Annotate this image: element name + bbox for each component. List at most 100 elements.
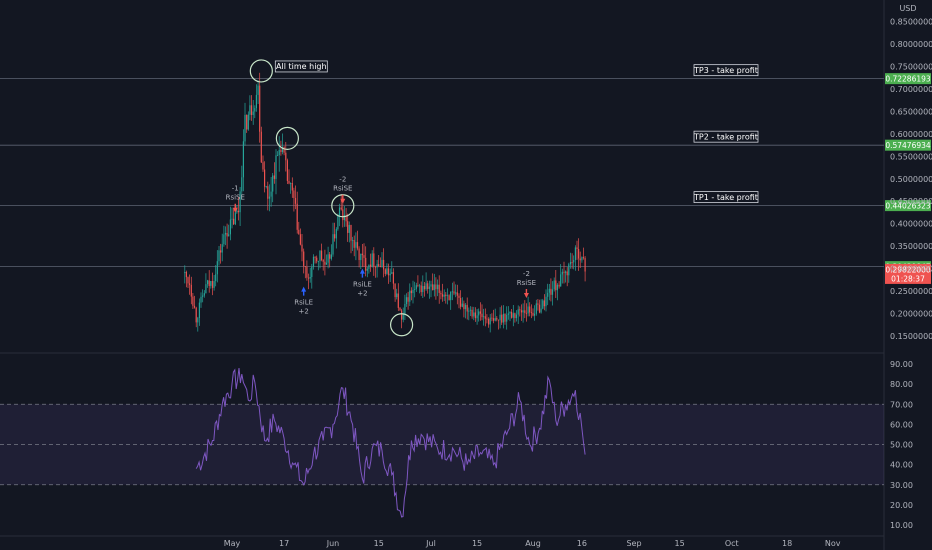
candle-body (350, 225, 352, 241)
candle-body (469, 309, 472, 311)
candle-body (371, 253, 373, 267)
candle-body (273, 175, 275, 179)
candle-body (249, 105, 251, 115)
candle-body (334, 234, 336, 239)
candle-body (288, 180, 290, 184)
candle-body (527, 306, 529, 314)
candle-body (342, 209, 344, 221)
candle-body (267, 186, 269, 199)
candle-body (438, 284, 440, 293)
candle-body (396, 293, 398, 297)
candle-body (555, 280, 557, 291)
candle-body (277, 155, 279, 156)
currency-label: USD (899, 4, 916, 13)
candle-body (502, 313, 504, 323)
candle-body (446, 295, 449, 297)
rsi-tick-label: 60.00 (890, 420, 913, 429)
candle-body (298, 229, 300, 235)
candle-body (352, 240, 354, 241)
candle-body (205, 284, 207, 294)
candle-body (376, 264, 378, 268)
candle-body (370, 264, 372, 267)
candle-body (440, 292, 442, 295)
candle-body (208, 280, 210, 286)
candle-body (260, 131, 262, 163)
candle-body (547, 292, 549, 297)
candle-body (358, 248, 360, 260)
candle-body (381, 259, 383, 267)
candle-body (220, 250, 222, 253)
time-tick-label: Aug (525, 539, 541, 548)
candle-body (497, 319, 500, 321)
candle-body (252, 111, 254, 115)
candle-body (211, 281, 214, 288)
candle-body (224, 233, 227, 235)
candle-body (197, 317, 199, 323)
candle-body (345, 214, 347, 222)
candle-body (535, 303, 537, 314)
signal-label: -2 (523, 270, 530, 278)
candle-body (407, 297, 409, 302)
candle-body (584, 258, 586, 272)
candle-body (228, 234, 230, 237)
candle-body (278, 150, 280, 156)
highlight-circle (249, 59, 273, 83)
candle-body (294, 198, 297, 204)
candle-body (474, 312, 476, 319)
candle-body (187, 277, 189, 284)
candle-body (216, 261, 218, 275)
time-tick-label: 17 (279, 539, 289, 548)
candle-body (419, 285, 421, 287)
highlight-circle (390, 313, 414, 337)
candle-body (484, 316, 486, 319)
candle-body (478, 311, 480, 316)
candle-body (479, 311, 481, 314)
candle-body (363, 255, 365, 258)
candle-body (379, 266, 381, 267)
candle-body (226, 233, 228, 237)
candle-body (496, 318, 498, 320)
candle-body (335, 229, 337, 239)
candle-body (202, 295, 204, 297)
candle-body (430, 284, 432, 287)
candle-body (481, 313, 483, 318)
candle-body (579, 258, 581, 261)
candle-body (296, 203, 298, 230)
candle-body (425, 283, 427, 290)
candle-body (368, 264, 370, 269)
candle-body (283, 147, 285, 153)
candle-body (221, 244, 223, 253)
candle-body (192, 296, 194, 306)
ath-label-box (274, 60, 328, 73)
candle-body (348, 225, 350, 233)
candle-body (218, 250, 220, 262)
ath-label-text: All time high (276, 62, 327, 71)
candle-body (361, 253, 363, 256)
candle-body (561, 271, 563, 275)
candle-body (255, 94, 257, 109)
last-price-countdown: 01:28:37 (891, 274, 925, 283)
candle-body (443, 294, 445, 297)
candle-body (524, 310, 526, 313)
candle-body (550, 288, 552, 295)
annotations: All time high-1RsiSERsiLE+2-2RsiSERsiLE+… (226, 59, 536, 337)
signal-label: RsiSE (333, 185, 352, 193)
candle-body (415, 285, 417, 290)
candle-body (545, 296, 547, 307)
candle-body (441, 294, 444, 297)
candle-body (200, 296, 202, 303)
rsi-tick-label: 80.00 (890, 380, 913, 389)
candle-body (383, 259, 385, 270)
tp-label-box (693, 64, 759, 77)
candle-body (507, 313, 509, 315)
candle-body (404, 304, 406, 314)
candle-body (450, 291, 452, 301)
candle-body (303, 251, 305, 266)
candle-body (246, 114, 248, 130)
time-tick-label: 15 (675, 539, 685, 548)
candle-body (433, 284, 435, 291)
candle-body (306, 266, 308, 278)
